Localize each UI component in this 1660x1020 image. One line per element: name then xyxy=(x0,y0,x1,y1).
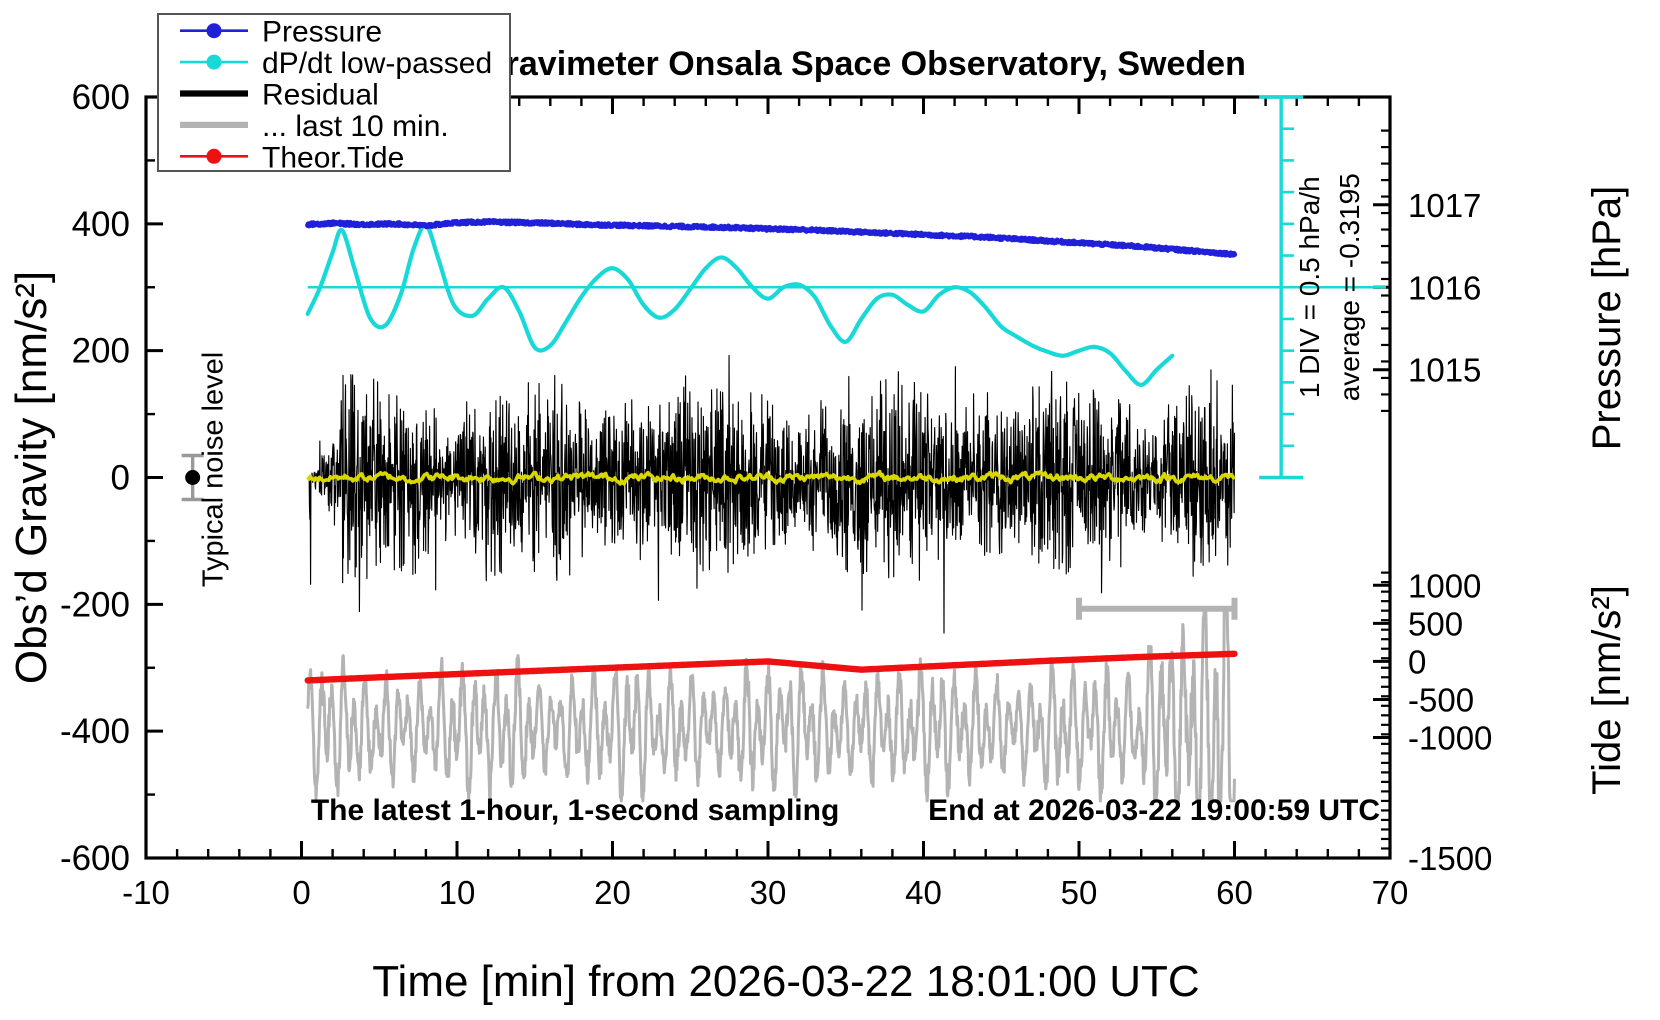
scale-div-label: 1 DIV = 0.5 hPa/h xyxy=(1294,176,1325,398)
x-tick-label: 0 xyxy=(292,874,310,911)
y-tick-label: 200 xyxy=(72,332,130,371)
legend-item[interactable]: Pressure xyxy=(180,16,382,49)
tide-tick-label: 0 xyxy=(1408,643,1426,680)
legend-swatch-dot xyxy=(206,23,222,39)
noise-errorbar-dot xyxy=(185,470,201,485)
dpdt-scale-bar xyxy=(1259,95,1304,480)
tide-tick-label: 1000 xyxy=(1408,567,1481,604)
tide-tick-label: -1500 xyxy=(1408,840,1492,877)
tide-tick-label: -500 xyxy=(1408,681,1474,718)
x-axis: -10 0 10 20 30 40 50 60 70 xyxy=(122,97,1408,911)
x-axis-title: Time [min] from 2026-03-22 18:01:00 UTC xyxy=(372,957,1199,1006)
legend-label: Theor.Tide xyxy=(262,141,404,174)
last-10-min-bar xyxy=(1076,597,1238,620)
x-tick-label: 30 xyxy=(750,874,787,911)
pressure-tick-label: 1015 xyxy=(1408,352,1481,389)
series-dpdt xyxy=(305,223,1175,388)
series-residual-smoothed xyxy=(306,469,1236,486)
y-tick-label: 600 xyxy=(72,78,130,117)
series-residual xyxy=(307,355,1236,634)
tide-tick-label: 500 xyxy=(1408,605,1463,642)
y-axis-right-tide-title: Tide [nm/s²] xyxy=(1585,585,1629,795)
y-axis-right-pressure: 1017 1016 1015 xyxy=(1373,129,1481,413)
x-tick-label: 40 xyxy=(905,874,942,911)
y-tick-label: -600 xyxy=(60,839,130,878)
x-tick-label: 60 xyxy=(1216,874,1253,911)
legend-box xyxy=(157,13,511,172)
y-axis-left: 600 400 200 0 -200 -400 -600 xyxy=(60,78,163,878)
footer-left-label: The latest 1-hour, 1-second sampling xyxy=(311,794,839,827)
average-label: average = -0.3195 xyxy=(1334,173,1365,401)
legend-swatch-dot xyxy=(206,54,222,70)
typical-noise-level-label: Typical noise level xyxy=(198,352,230,587)
legend-swatch-dot xyxy=(206,148,222,164)
x-tick-label: 70 xyxy=(1372,874,1409,911)
y-tick-label: 400 xyxy=(72,205,130,244)
x-tick-label: 50 xyxy=(1061,874,1098,911)
typical-noise-level-marker: Typical noise level xyxy=(181,352,230,587)
series-last-10-min xyxy=(306,606,1236,803)
legend-item[interactable]: ... last 10 min. xyxy=(180,110,449,143)
legend-item[interactable]: Residual xyxy=(180,79,379,112)
legend-item[interactable]: dP/dt low-passed xyxy=(180,47,492,80)
tide-tick-label: -1000 xyxy=(1408,720,1492,757)
x-tick-label: 20 xyxy=(594,874,631,911)
y-tick-label: 0 xyxy=(111,459,130,498)
footer-right-label: End at 2026-03-22 19:00:59 UTC xyxy=(928,794,1380,827)
legend-label: Pressure xyxy=(262,16,382,49)
legend-item[interactable]: Theor.Tide xyxy=(180,141,404,174)
legend-label: Residual xyxy=(262,79,379,112)
series-theor-tide xyxy=(304,650,1238,684)
legend-label: ... last 10 min. xyxy=(262,110,449,143)
series-pressure xyxy=(305,217,1238,258)
pressure-tick-label: 1016 xyxy=(1408,269,1481,306)
y-tick-label: -400 xyxy=(60,712,130,751)
y-axis-right-pressure-title: Pressure [hPa] xyxy=(1585,186,1629,451)
y-axis-left-title: Obs’d Gravity [nm/s²] xyxy=(7,271,56,684)
x-tick-label: -10 xyxy=(122,874,170,911)
pressure-tick-label: 1017 xyxy=(1408,187,1481,224)
x-tick-label: 10 xyxy=(439,874,476,911)
y-tick-label: -200 xyxy=(60,585,130,624)
legend-label: dP/dt low-passed xyxy=(262,47,492,80)
